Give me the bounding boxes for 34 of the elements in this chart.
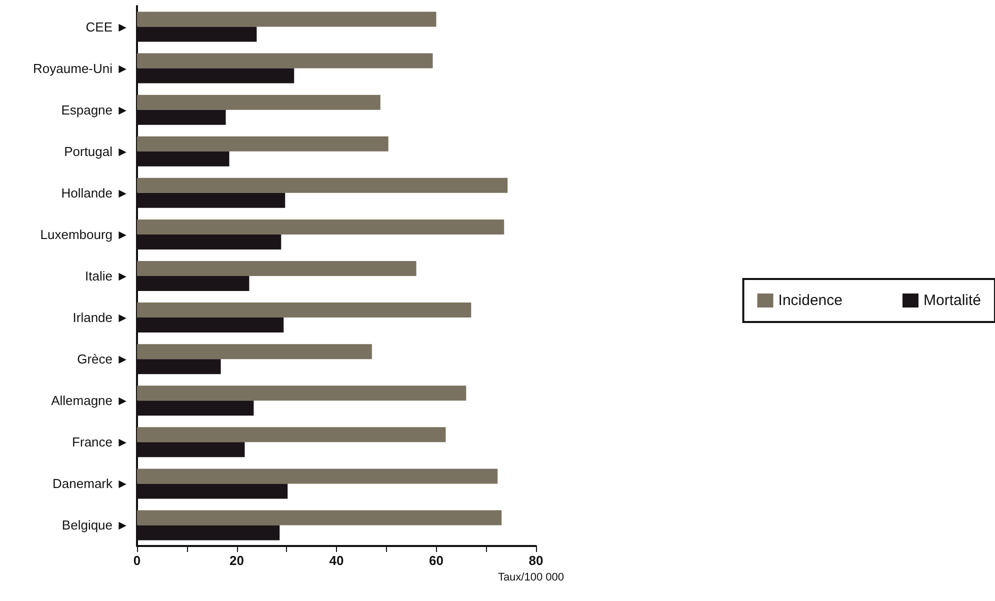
y-tick-label: Italie ► [85, 268, 129, 284]
bar [137, 344, 372, 360]
x-axis-title: Taux/100 000 [498, 572, 564, 584]
bar [137, 178, 508, 193]
y-tick-label: Luxembourg ► [40, 226, 129, 242]
bar [137, 302, 472, 318]
bar [137, 136, 388, 152]
bar [137, 12, 436, 27]
x-tick-label: 40 [329, 553, 344, 568]
x-tick-label: 20 [230, 553, 244, 568]
legend-label: Mortalité [923, 292, 982, 309]
y-tick-label: Danemark ► [52, 476, 129, 492]
bar [137, 94, 380, 110]
y-tick-label: Allemagne ► [51, 393, 129, 408]
legend-label: Incidence [778, 292, 842, 309]
y-tick-label: Portugal ► [64, 144, 129, 159]
y-tick-label: CEE ► [86, 19, 129, 34]
bar [137, 510, 502, 526]
y-tick-label: Grèce ► [77, 352, 129, 367]
bar [137, 386, 466, 401]
bar [137, 53, 433, 68]
bar [137, 427, 446, 442]
bar [137, 261, 416, 276]
x-tick-label: 80 [528, 553, 544, 568]
y-tick-label: Hollande ► [61, 185, 129, 200]
y-tick-label: Espagne ► [61, 102, 129, 118]
x-tick-label: 60 [429, 553, 444, 568]
y-tick-label: France ► [72, 434, 129, 450]
bar [137, 219, 504, 234]
y-tick-label: Irlande ► [72, 310, 129, 326]
y-tick-label: Royaume-Uni ► [33, 60, 129, 76]
bar [137, 468, 498, 484]
y-tick-label: Belgique ► [62, 518, 129, 533]
x-tick-label: 0 [133, 553, 141, 568]
